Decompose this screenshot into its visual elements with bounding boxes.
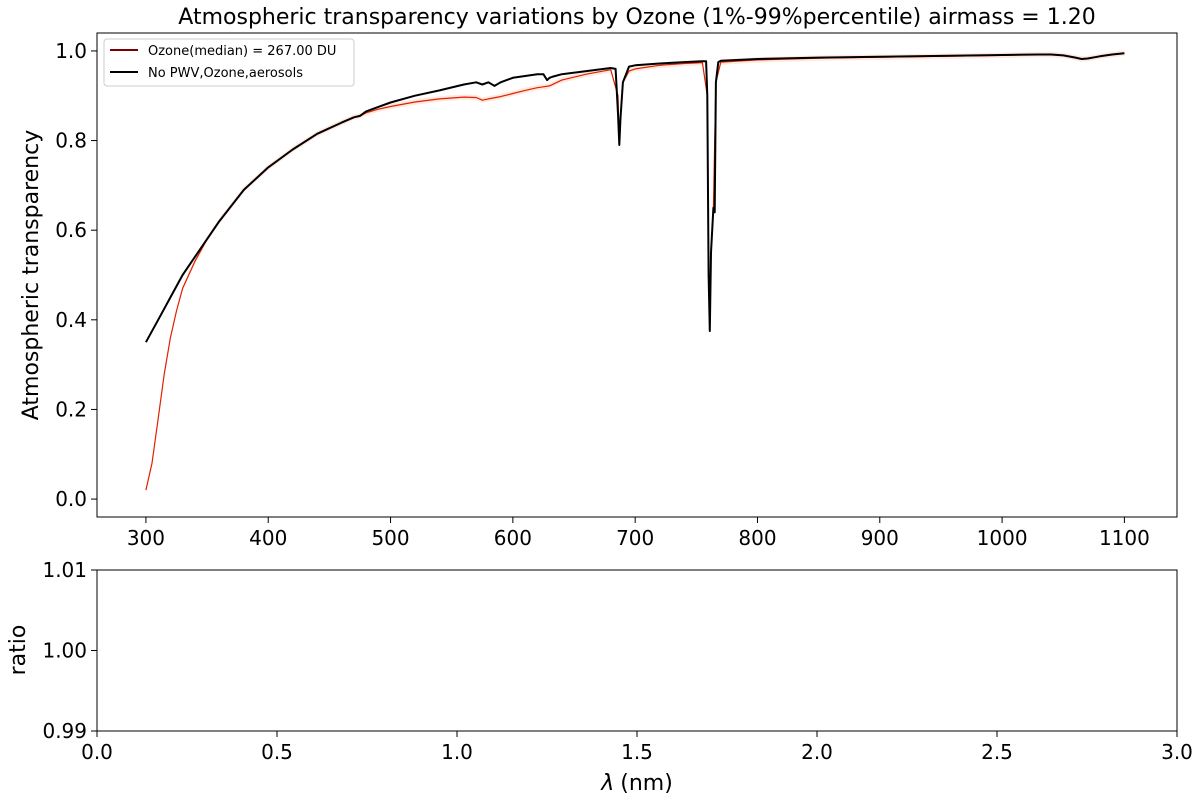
ratio-x-tick-label: 1.5 — [621, 740, 653, 764]
legend: Ozone(median) = 267.00 DU No PWV,Ozone,a… — [103, 38, 355, 87]
transparency-chart: Atmospheric transparency variations by O… — [19, 5, 1178, 550]
ratio-y-tick-label: 1.00 — [42, 639, 87, 663]
ratio-x-axis-label: λ (nm) — [600, 771, 673, 796]
chart-title: Atmospheric transparency variations by O… — [178, 5, 1095, 30]
x-tick-label: 800 — [738, 526, 776, 550]
y-axis-label: Atmospheric transparency — [19, 130, 44, 421]
x-tick-label: 700 — [616, 526, 654, 550]
x-tick-label: 900 — [861, 526, 899, 550]
y-tick-label: 0.4 — [55, 308, 87, 332]
ratio-x-tick-label: 0.5 — [261, 740, 293, 764]
y-tick-label: 0.8 — [55, 129, 87, 153]
x-tick-label: 400 — [249, 526, 287, 550]
series-line-no-pwv-ozone-aerosols — [145, 52, 1125, 343]
x-ticks-top: 300 400 500 600 700 800 900 1000 1100 — [127, 517, 1150, 550]
x-tick-label: 1000 — [977, 526, 1028, 550]
ratio-chart: ratio 0.0 0.5 1.0 1.5 2.0 2.5 3.0 0.99 1.00 1.01… — [6, 558, 1193, 796]
ratio-y-tick-label: 0.99 — [42, 719, 87, 743]
x-ticks-bottom: 0.0 0.5 1.0 1.5 2.0 2.5 3.0 — [81, 731, 1193, 764]
ratio-x-tick-label: 1.0 — [441, 740, 473, 764]
ratio-x-tick-label: 2.0 — [801, 740, 833, 764]
legend-label-ozone: Ozone(median) = 267.00 DU — [148, 44, 336, 59]
y-tick-label: 1.0 — [55, 39, 87, 63]
plot-frame-bottom — [96, 569, 1178, 732]
legend-label-no-pwv: No PWV,Ozone,aerosols — [148, 66, 303, 81]
ratio-x-tick-label: 0.0 — [81, 740, 113, 764]
plot-area-bottom — [97, 570, 1177, 731]
ratio-x-tick-label: 3.0 — [1161, 740, 1193, 764]
ratio-x-tick-label: 2.5 — [981, 740, 1013, 764]
y-tick-label: 0.2 — [55, 397, 87, 421]
plot-area-top — [97, 33, 1177, 517]
x-tick-label: 500 — [371, 526, 409, 550]
lambda-symbol: λ — [600, 771, 614, 796]
series-group — [145, 52, 1125, 491]
x-tick-label: 600 — [494, 526, 532, 550]
ratio-y-tick-label: 1.01 — [42, 558, 87, 582]
ratio-y-axis-label: ratio — [6, 625, 31, 676]
legend-box — [103, 38, 355, 87]
y-ticks-bottom: 0.99 1.00 1.01 — [42, 558, 97, 743]
x-tick-label: 300 — [127, 526, 165, 550]
y-ticks-top: 0.0 0.2 0.4 0.6 0.8 1.0 — [55, 39, 97, 511]
x-tick-label: 1100 — [1099, 526, 1150, 550]
lambda-unit: (nm) — [620, 771, 673, 796]
plot-frame-top — [96, 32, 1178, 518]
y-tick-label: 0.6 — [55, 218, 87, 242]
y-tick-label: 0.0 — [55, 487, 87, 511]
